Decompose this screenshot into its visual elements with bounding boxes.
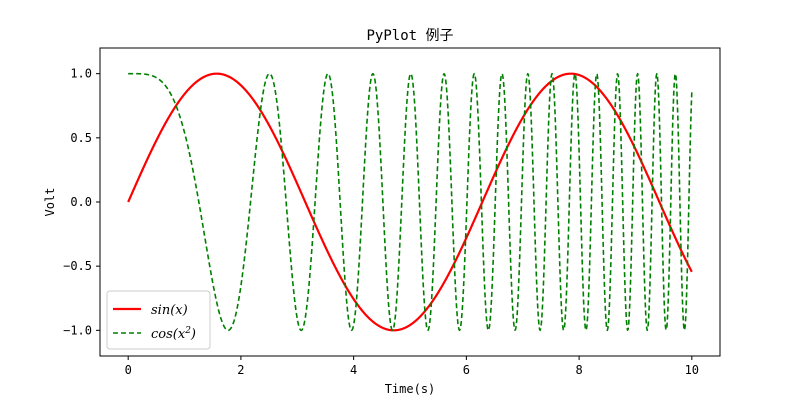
y-tick-label: −1.0 xyxy=(63,323,92,337)
legend-label-cos-end: ) xyxy=(190,327,196,342)
x-tick-label: 8 xyxy=(575,363,582,377)
chart-title: PyPlot 例子 xyxy=(366,28,453,44)
x-axis-ticks: 0 2 4 6 8 10 xyxy=(125,356,699,377)
legend-label-cos-main: cos(x xyxy=(151,327,186,342)
x-axis-label: Time(s) xyxy=(385,382,436,396)
legend-label-cos: cos(x2) xyxy=(151,326,196,342)
legend-label-cos-sup: 2 xyxy=(184,326,191,336)
x-tick-label: 0 xyxy=(125,363,132,377)
x-tick-label: 6 xyxy=(463,363,470,377)
x-tick-label: 4 xyxy=(350,363,357,377)
x-tick-label: 2 xyxy=(237,363,244,377)
y-tick-label: 1.0 xyxy=(70,67,92,81)
y-axis-ticks: −1.0 −0.5 0.0 0.5 1.0 xyxy=(63,67,100,337)
plot-lines xyxy=(127,72,693,332)
legend-label-sin: sin(x) xyxy=(151,303,188,318)
x-tick-label: 10 xyxy=(685,363,699,377)
y-axis-label: Volt xyxy=(43,188,57,217)
legend: sin(x) cos(x2) xyxy=(106,290,211,350)
y-tick-label: −0.5 xyxy=(63,259,92,273)
legend-box xyxy=(106,290,211,350)
y-tick-label: 0.0 xyxy=(70,195,92,209)
y-tick-label: 0.5 xyxy=(70,131,92,145)
series-sin-line xyxy=(127,72,693,332)
